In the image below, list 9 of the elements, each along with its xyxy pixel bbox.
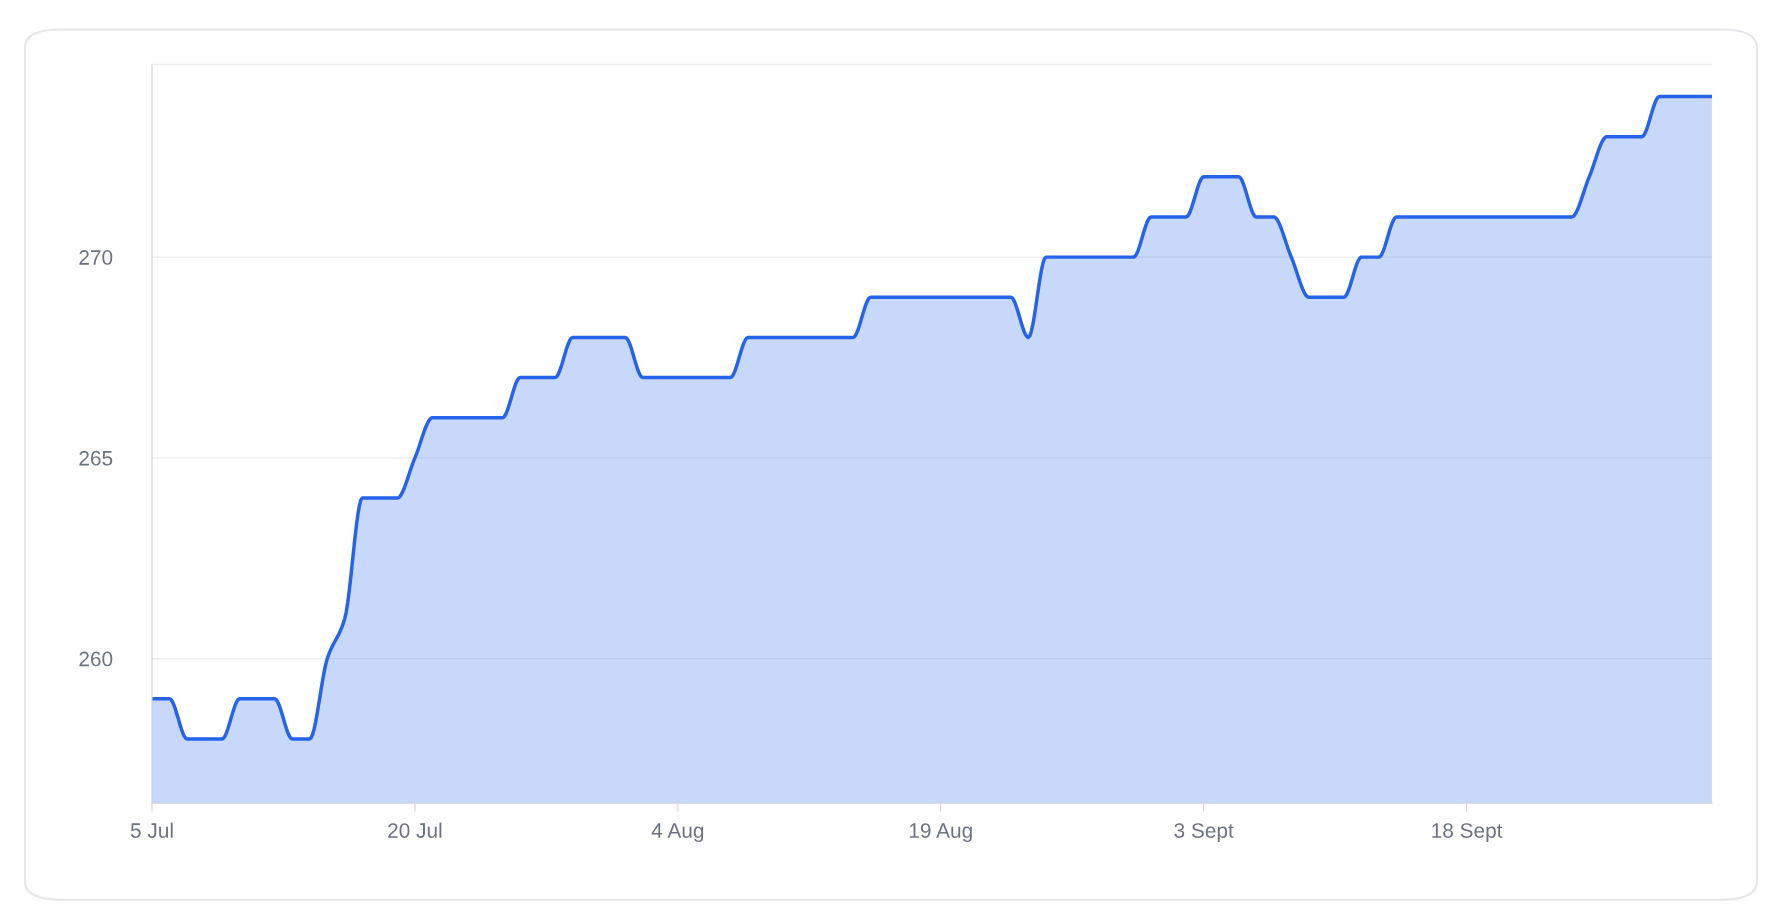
x-tick-label: 20 Jul	[388, 822, 442, 838]
x-tick-label: 3 Sept	[1174, 823, 1234, 843]
y-tick-label: 270	[79, 250, 113, 265]
x-tick-label: 19 Aug	[909, 823, 972, 843]
x-tick-label: 18 Sept	[1432, 823, 1503, 843]
x-tick-label: 5 Jul	[130, 822, 173, 838]
y-tick-label: 265	[79, 450, 113, 466]
x-tick-label: 4 Aug	[651, 823, 704, 843]
y-tick-label: 260	[79, 651, 113, 667]
